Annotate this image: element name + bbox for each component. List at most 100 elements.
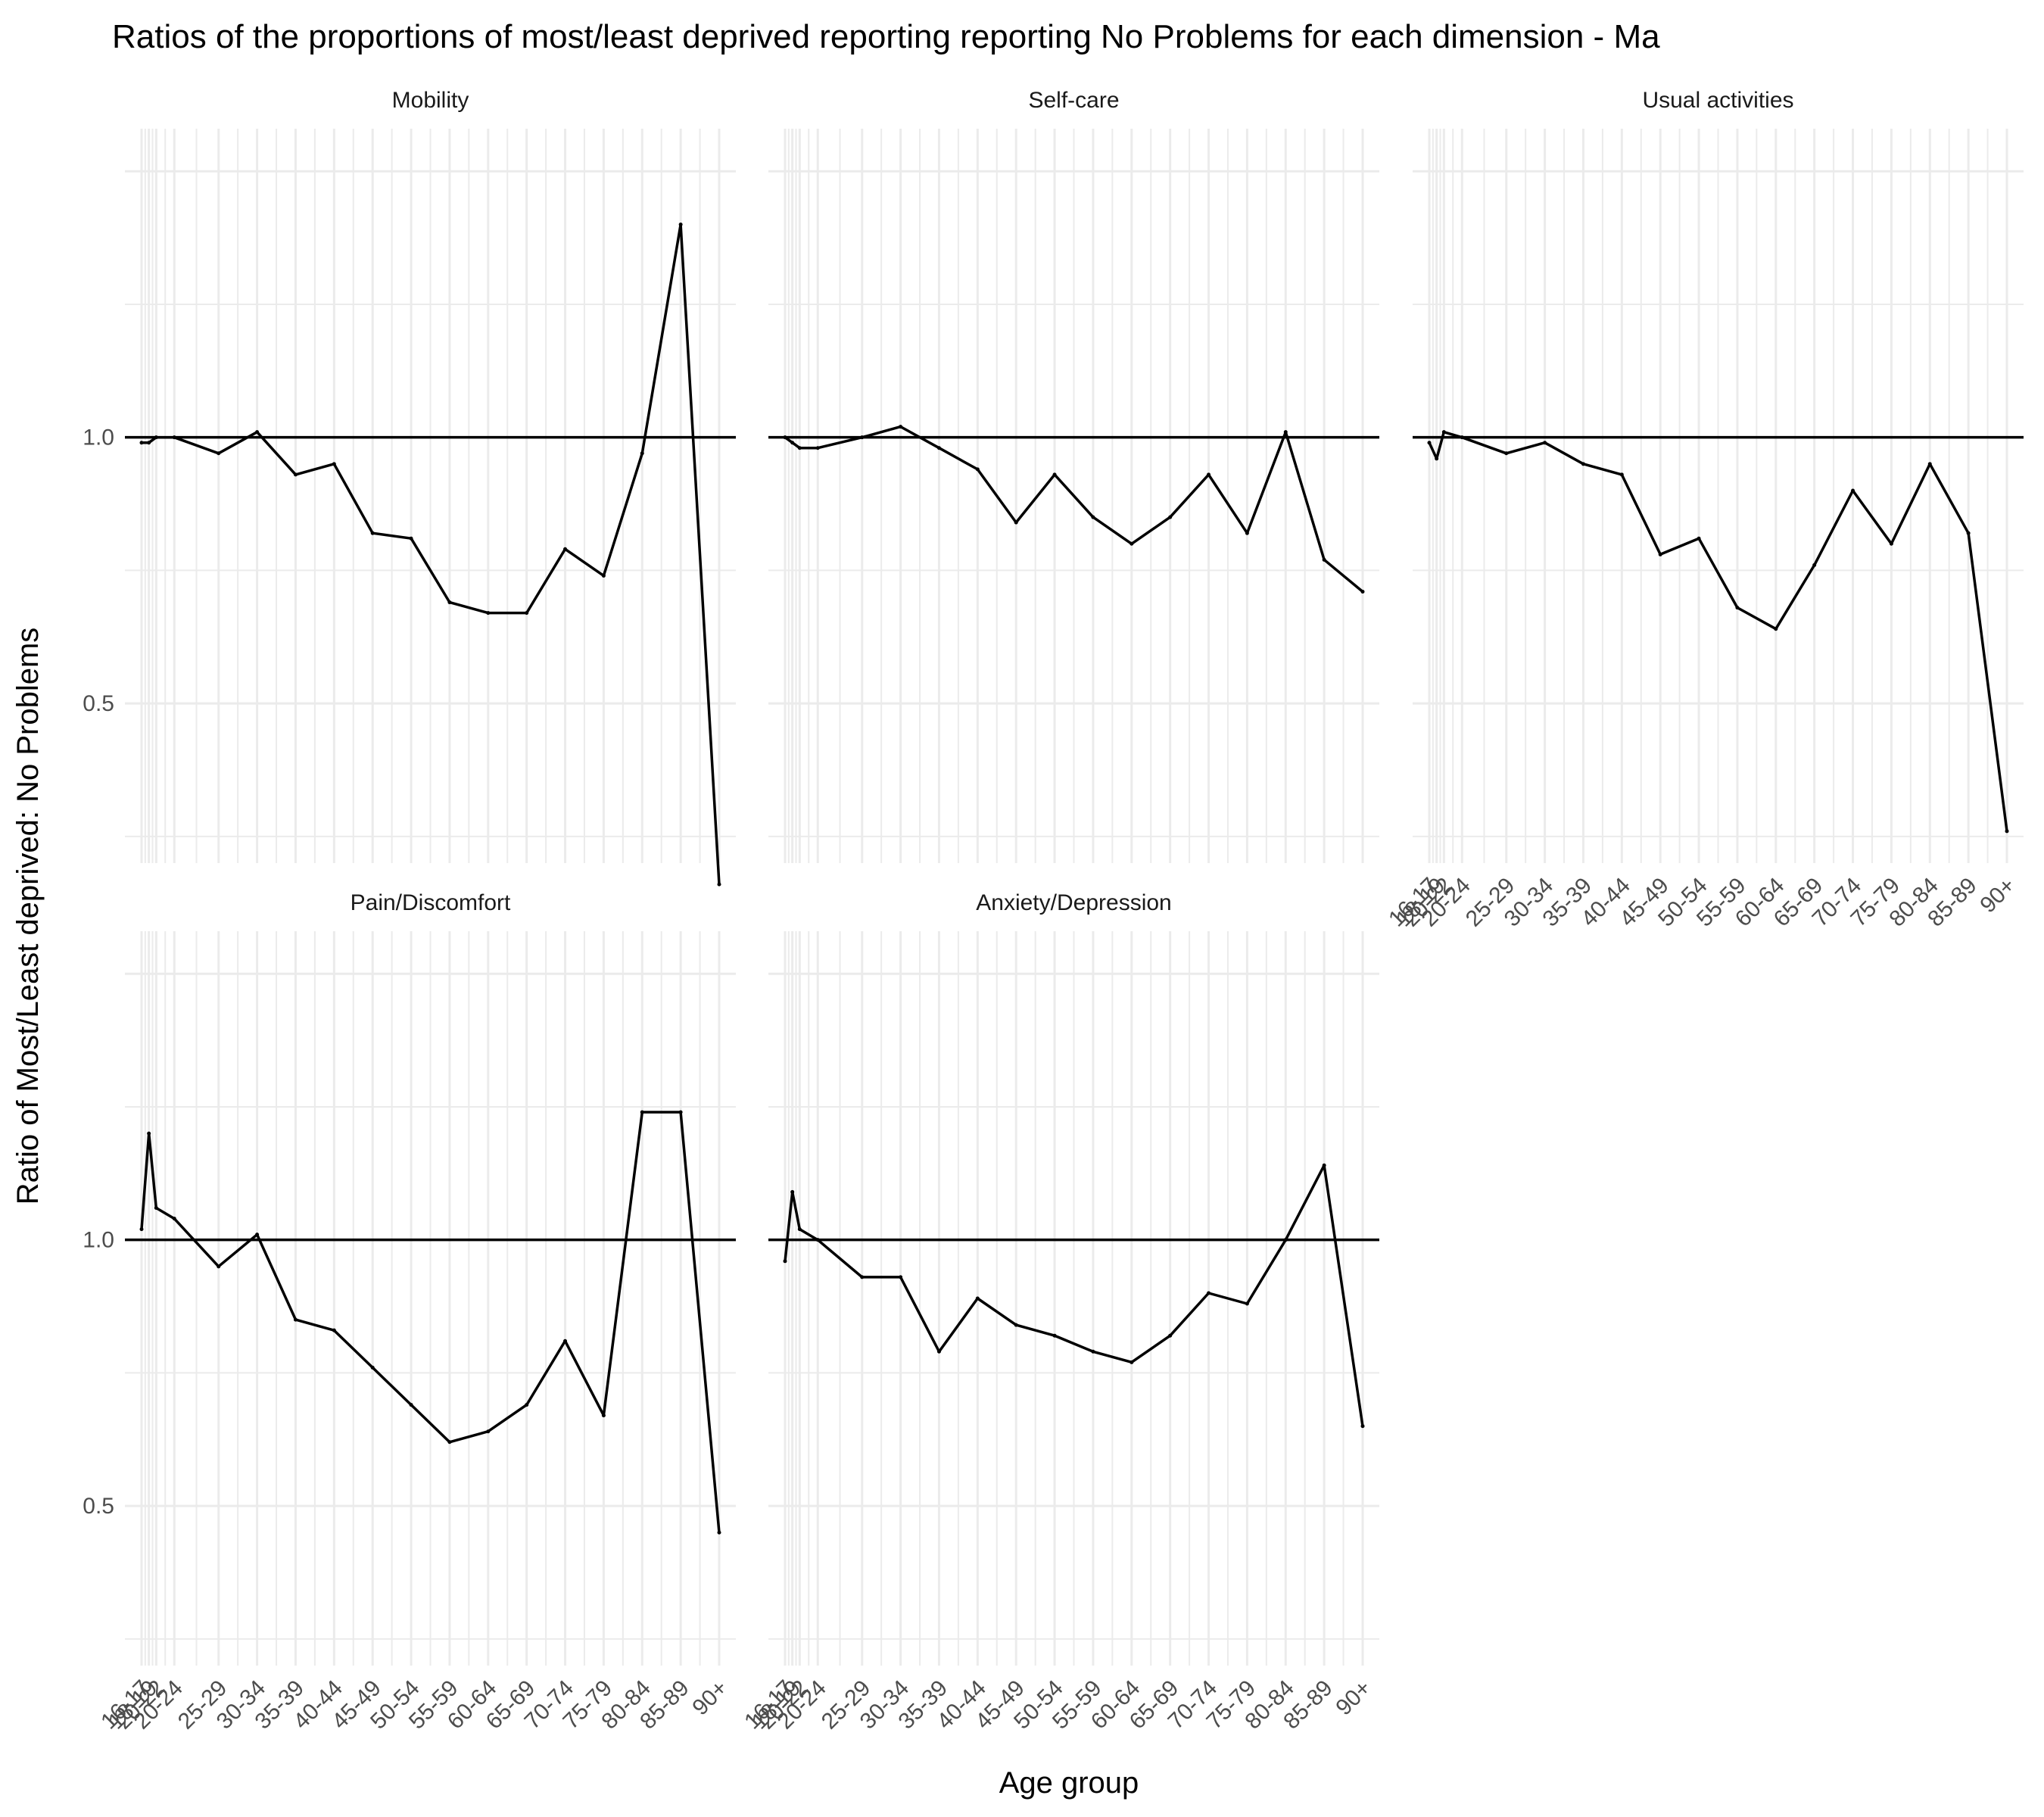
data-point bbox=[293, 472, 298, 477]
series-line-usual-activities bbox=[1428, 430, 2008, 832]
x-tick-label: 90+ bbox=[687, 1675, 732, 1720]
panel-title-mobility: Mobility bbox=[392, 88, 469, 113]
data-point bbox=[1658, 552, 1662, 556]
data-point bbox=[525, 1403, 529, 1407]
data-point bbox=[255, 430, 260, 435]
data-point bbox=[1619, 472, 1624, 477]
data-point bbox=[936, 1349, 941, 1354]
data-point bbox=[486, 1429, 491, 1434]
data-point bbox=[1360, 1424, 1365, 1429]
series-line-self-care bbox=[784, 425, 1364, 593]
data-point bbox=[797, 1227, 802, 1232]
data-point bbox=[1283, 430, 1288, 435]
data-point bbox=[1168, 1333, 1173, 1338]
panel-pain-discomfort: Pain/Discomfort0.51.016-1718-1920-2220-2… bbox=[83, 890, 736, 1734]
y-tick-label: 0.5 bbox=[83, 691, 114, 716]
series-line-anxiety-depression bbox=[784, 1164, 1364, 1426]
data-point bbox=[1207, 1291, 1211, 1295]
data-point bbox=[783, 1259, 787, 1264]
data-point bbox=[154, 435, 158, 440]
data-point bbox=[790, 1189, 795, 1194]
data-point bbox=[217, 451, 221, 456]
data-point bbox=[1129, 541, 1134, 546]
data-point bbox=[1543, 441, 1547, 445]
data-point bbox=[1581, 462, 1585, 466]
data-point bbox=[2005, 829, 2009, 834]
data-point bbox=[1966, 531, 1971, 535]
data-point bbox=[899, 1275, 903, 1279]
data-point bbox=[678, 223, 683, 227]
data-point bbox=[783, 435, 787, 440]
data-point bbox=[815, 1238, 820, 1242]
panel-anxiety-depression: Anxiety/Depression16-1718-1920-2220-2425… bbox=[740, 890, 1379, 1734]
panel-mobility: Mobility 0.5 1.0 bbox=[83, 88, 736, 887]
data-point bbox=[370, 1365, 375, 1370]
x-axis-title: Age group bbox=[999, 1766, 1139, 1800]
panel-title-pain-discomfort: Pain/Discomfort bbox=[351, 890, 511, 915]
data-point bbox=[1927, 462, 1932, 466]
data-point bbox=[1052, 472, 1057, 477]
data-point bbox=[332, 1328, 336, 1332]
data-point bbox=[860, 435, 865, 440]
data-point bbox=[1091, 1349, 1095, 1354]
data-point bbox=[640, 1110, 644, 1114]
data-point bbox=[1014, 1323, 1018, 1327]
data-point bbox=[1460, 435, 1464, 440]
data-point bbox=[975, 1296, 980, 1301]
data-point bbox=[1052, 1333, 1057, 1338]
data-point bbox=[1851, 488, 1855, 493]
data-point bbox=[563, 547, 568, 551]
data-point bbox=[936, 446, 941, 450]
data-point bbox=[601, 1413, 606, 1418]
data-point bbox=[717, 882, 721, 887]
data-point bbox=[1283, 1238, 1288, 1242]
data-point bbox=[563, 1339, 568, 1343]
panel-title-self-care: Self-care bbox=[1028, 88, 1119, 113]
data-point bbox=[1168, 515, 1173, 519]
data-point bbox=[332, 462, 336, 466]
data-point bbox=[1322, 1163, 1326, 1167]
y-tick-label: 0.5 bbox=[83, 1494, 114, 1519]
data-point bbox=[1441, 430, 1446, 435]
series-line-pain-discomfort bbox=[140, 1111, 721, 1533]
data-point bbox=[154, 1206, 158, 1211]
data-point bbox=[1774, 627, 1778, 631]
data-point bbox=[1091, 515, 1095, 519]
panel-usual-activities: Usual activities16-1718-1920-2220-2425-2… bbox=[1384, 88, 2024, 932]
y-axis-title: Ratio of Most/Least deprived: No Problem… bbox=[11, 628, 45, 1205]
data-point bbox=[409, 1403, 413, 1407]
data-point bbox=[601, 573, 606, 578]
data-point bbox=[1504, 451, 1509, 456]
data-point bbox=[797, 446, 802, 450]
data-point bbox=[217, 1264, 221, 1269]
data-point bbox=[147, 441, 151, 445]
data-point bbox=[525, 611, 529, 616]
panel-title-usual-activities: Usual activities bbox=[1642, 88, 1793, 113]
data-point bbox=[678, 1110, 683, 1114]
data-point bbox=[790, 441, 795, 445]
chart-title: Ratios of the proportions of most/least … bbox=[112, 18, 1660, 55]
data-point bbox=[717, 1530, 721, 1535]
data-point bbox=[1129, 1360, 1134, 1364]
y-tick-label: 1.0 bbox=[83, 425, 114, 450]
data-point bbox=[1245, 1301, 1249, 1306]
panel-title-anxiety-depression: Anxiety/Depression bbox=[976, 890, 1171, 915]
data-point bbox=[860, 1275, 865, 1279]
y-tick-label: 1.0 bbox=[83, 1228, 114, 1253]
data-point bbox=[1014, 520, 1018, 525]
data-point bbox=[486, 611, 491, 616]
data-point bbox=[370, 531, 375, 535]
data-point bbox=[1735, 606, 1740, 610]
data-point bbox=[1207, 472, 1211, 477]
data-point bbox=[975, 467, 980, 472]
data-point bbox=[1435, 457, 1439, 461]
data-point bbox=[1427, 441, 1432, 445]
data-point bbox=[139, 441, 144, 445]
data-point bbox=[1322, 557, 1326, 562]
panel-self-care: Self-care bbox=[768, 88, 1379, 863]
data-point bbox=[1360, 590, 1365, 594]
data-point bbox=[409, 536, 413, 541]
data-point bbox=[293, 1317, 298, 1322]
